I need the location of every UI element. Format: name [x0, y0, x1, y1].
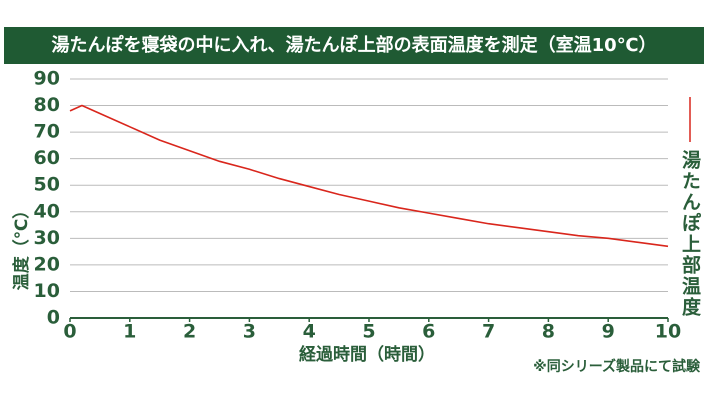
chart-title: 湯たんぽを寝袋の中に入れ、湯たんぽ上部の表面温度を測定（室温10℃）: [51, 34, 656, 56]
note: ※同シリーズ製品にて試験: [533, 358, 701, 375]
y-tick-label: 10: [34, 280, 60, 302]
y-tick-label: 90: [34, 68, 60, 90]
x-tick-label: 6: [422, 321, 435, 343]
x-tick-label: 2: [183, 321, 196, 343]
y-axis-label: 温度（℃）: [11, 202, 32, 291]
x-tick-label: 5: [362, 321, 375, 343]
y-tick-label: 0: [47, 307, 60, 329]
x-tick-label: 1: [123, 321, 136, 343]
x-tick-label: 7: [482, 321, 495, 343]
title-banner: [4, 27, 704, 64]
x-tick-label: 0: [63, 321, 76, 343]
x-tick-label: 8: [542, 321, 555, 343]
line-series: [69, 104, 669, 248]
legend-label: 湯たんぽ上部温度: [679, 150, 701, 318]
y-tick-label: 70: [34, 121, 60, 143]
y-tick-label: 20: [34, 253, 60, 275]
y-tick-label: 40: [34, 200, 60, 222]
x-tick-label: 9: [602, 321, 615, 343]
y-tick-label: 80: [34, 94, 60, 116]
x-tick-label: 4: [303, 321, 316, 343]
x-axis-label: 経過時間（時間）: [299, 344, 435, 365]
x-tick-label: 3: [243, 321, 256, 343]
x-tick-label: 10: [655, 321, 681, 343]
y-tick-label: 50: [34, 174, 60, 196]
y-tick-label: 30: [34, 227, 60, 249]
y-tick-label: 60: [34, 147, 60, 169]
